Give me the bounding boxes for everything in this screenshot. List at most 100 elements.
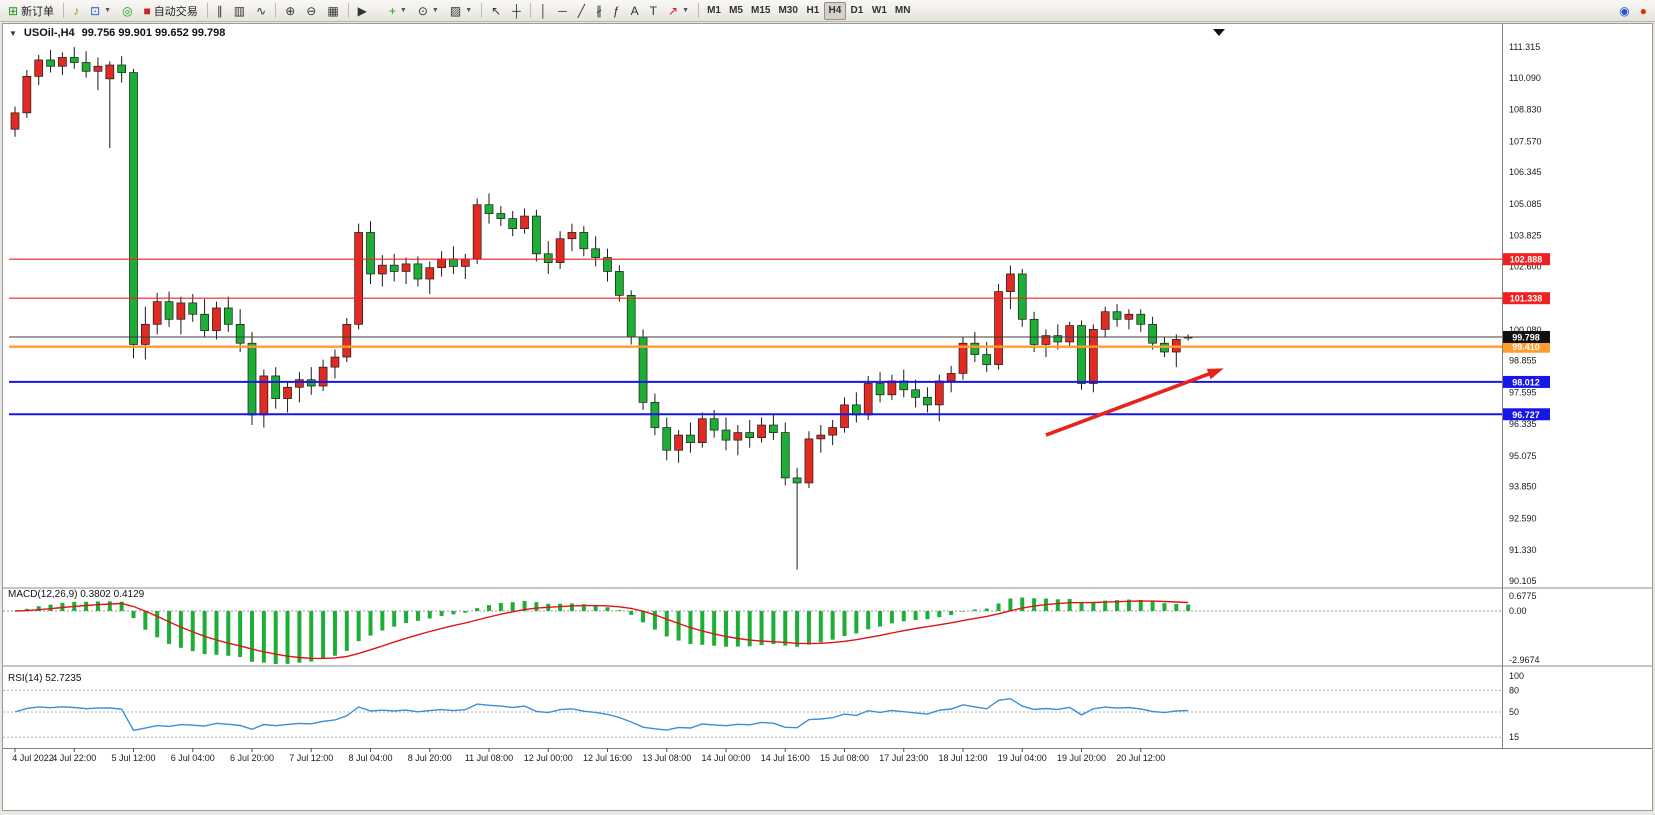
crosshair-button[interactable]: ┼: [507, 2, 526, 20]
candle: [686, 434, 695, 444]
autotrading-icon: ■: [143, 3, 151, 18]
new-order-icon: ⊞: [8, 3, 19, 18]
candle: [437, 258, 446, 269]
svg-text:107.570: 107.570: [1509, 136, 1542, 146]
dropdown-arrow-icon: ▼: [399, 7, 407, 14]
candle: [543, 253, 553, 263]
collapse-icon[interactable]: ▼: [9, 28, 17, 38]
candle: [745, 432, 755, 438]
svg-text:106.345: 106.345: [1509, 167, 1542, 177]
zoom-out-icon: ⊖: [306, 3, 317, 18]
indicators-button[interactable]: + ▼: [384, 2, 412, 20]
chart-shift-marker[interactable]: [1213, 29, 1225, 36]
timeframe-M1[interactable]: M1: [703, 2, 725, 20]
svg-text:19 Jul 20:00: 19 Jul 20:00: [1057, 753, 1106, 763]
candle: [283, 386, 292, 399]
candle: [129, 72, 138, 345]
level-lines[interactable]: 102.888 101.338 99.410 98.012 96.727: [9, 253, 1550, 421]
autotrading-button[interactable]: ■ 自动交易: [139, 2, 203, 20]
svg-text:15 Jul 08:00: 15 Jul 08:00: [820, 753, 869, 763]
timeframe-M5[interactable]: M5: [725, 2, 747, 20]
panel-frame: [3, 24, 1652, 749]
svg-text:110.090: 110.090: [1509, 73, 1541, 83]
candles-icon: ▥: [233, 3, 246, 18]
candle: [378, 264, 387, 275]
svg-text:7 Jul 12:00: 7 Jul 12:00: [289, 753, 333, 763]
candle: [484, 204, 494, 214]
candle: [1077, 325, 1086, 384]
svg-text:98.855: 98.855: [1509, 356, 1537, 366]
svg-text:111.315: 111.315: [1509, 42, 1540, 52]
bars-button[interactable]: ∥: [212, 2, 228, 20]
alert-button[interactable]: ●: [1635, 2, 1652, 20]
svg-text:101.338: 101.338: [1510, 294, 1543, 304]
label-icon: T: [649, 3, 658, 18]
svg-text:0.00: 0.00: [1509, 606, 1527, 616]
price-axis[interactable]: 111.315 110.090 108.830 107.570 106.345 105.0…: [1509, 42, 1542, 586]
timeframe-H1[interactable]: H1: [802, 2, 824, 20]
fibonacci-button[interactable]: ƒ: [608, 2, 625, 20]
toolbar-separator: [206, 3, 208, 18]
chart-shift-button[interactable]: [373, 2, 383, 20]
sound-icon: ♪: [73, 3, 80, 18]
line-chart-button[interactable]: ∿: [251, 2, 271, 20]
period-button[interactable]: ⊙ ▼: [413, 2, 444, 20]
zoom-out-button[interactable]: ⊖: [301, 2, 321, 20]
timeframe-M30[interactable]: M30: [774, 2, 801, 20]
timeframe-W1[interactable]: W1: [868, 2, 891, 20]
candle: [10, 112, 20, 130]
templates-icon: ▨: [449, 3, 462, 18]
cursor-button[interactable]: ↖: [486, 2, 506, 20]
candle: [780, 432, 790, 479]
svg-text:4 Jul 2022: 4 Jul 2022: [12, 753, 54, 763]
candle: [946, 373, 956, 382]
svg-text:18 Jul 12:00: 18 Jul 12:00: [938, 753, 987, 763]
toolbar-separator: [275, 3, 277, 18]
candle: [1053, 335, 1063, 343]
svg-text:96.727: 96.727: [1512, 410, 1540, 420]
svg-text:108.830: 108.830: [1509, 105, 1542, 115]
candle: [579, 232, 589, 250]
text-icon: A: [630, 3, 639, 18]
templates-button[interactable]: ▨ ▼: [445, 2, 477, 20]
candle: [804, 438, 814, 484]
text-button[interactable]: A: [626, 2, 644, 20]
candles-button[interactable]: ▥: [229, 2, 250, 20]
dropdown-arrow-icon: ▼: [104, 7, 112, 14]
chart-canvas[interactable]: 111.315 110.090 108.830 107.570 106.345 105.0…: [3, 24, 1652, 810]
zoom-in-icon: ⊕: [285, 3, 296, 18]
svg-text:90.105: 90.105: [1509, 576, 1537, 586]
arrows-icon: ↗: [668, 3, 679, 18]
line-chart-icon: ∿: [256, 3, 267, 18]
auto-scroll-button[interactable]: ▶: [353, 2, 372, 20]
svg-text:80: 80: [1509, 685, 1519, 695]
trendline-icon: ╱: [577, 3, 585, 18]
horizontal-line-button[interactable]: ─: [553, 2, 572, 20]
trend-arrow[interactable]: [1045, 368, 1224, 437]
candle: [792, 477, 802, 484]
candle: [117, 64, 127, 73]
candle: [472, 204, 482, 260]
new-chart-button[interactable]: ⊡ ▼: [85, 2, 116, 20]
vertical-line-button[interactable]: │: [535, 2, 553, 20]
timeframe-M15[interactable]: M15: [747, 2, 774, 20]
trendline-button[interactable]: ╱: [573, 2, 590, 20]
timeframe-H4[interactable]: H4: [823, 1, 846, 20]
community-button[interactable]: ◉: [1614, 2, 1634, 20]
candle: [176, 302, 186, 320]
candle: [34, 59, 44, 77]
profiles-button[interactable]: ◎: [117, 2, 137, 20]
candle: [69, 57, 79, 63]
timeframe-MN[interactable]: MN: [891, 2, 915, 20]
svg-text:0.6775: 0.6775: [1509, 591, 1537, 601]
channel-button[interactable]: ∦: [591, 2, 607, 20]
timeframe-D1[interactable]: D1: [846, 2, 868, 20]
new-order-button[interactable]: ⊞ 新订单: [3, 2, 59, 20]
label-button[interactable]: T: [645, 2, 662, 20]
chart-window: 111.315 110.090 108.830 107.570 106.345 105.0…: [2, 23, 1653, 811]
zoom-in-button[interactable]: ⊕: [280, 2, 300, 20]
tile-windows-button[interactable]: ▦: [322, 2, 343, 20]
sound-button[interactable]: ♪: [68, 2, 84, 20]
arrows-button[interactable]: ↗ ▼: [663, 2, 694, 20]
